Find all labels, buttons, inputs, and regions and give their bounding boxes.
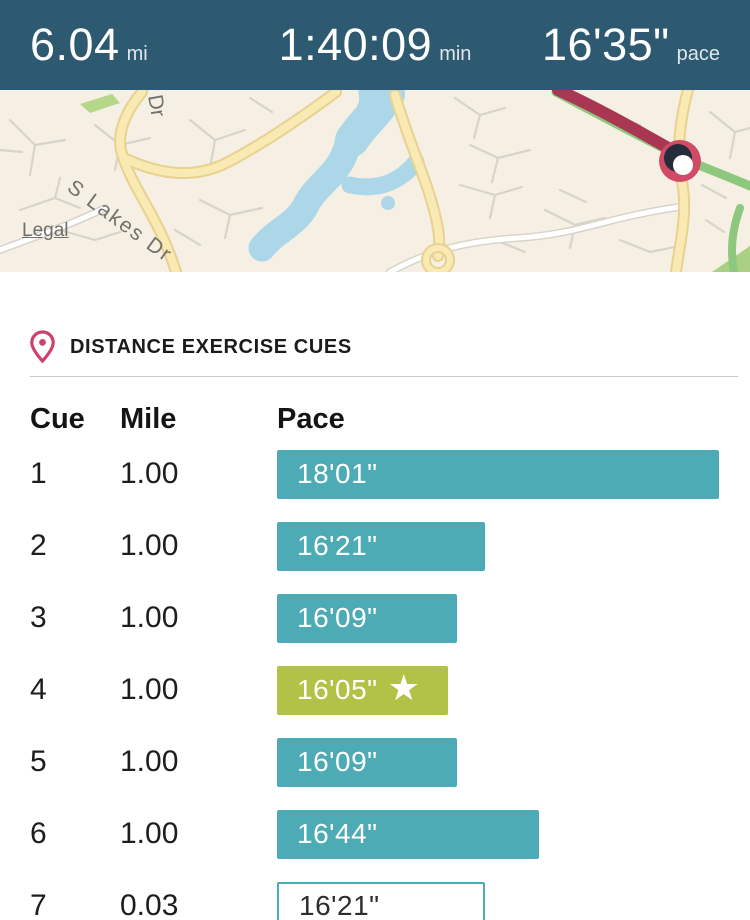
pace-bar-value: 16'44" <box>297 818 378 849</box>
mile-value: 1.00 <box>120 601 179 634</box>
route-map[interactable]: S Lakes Dr Dr Legal <box>0 90 750 272</box>
pace-bar-value: 16'09" <box>297 746 378 777</box>
cue-row: 4 1.00 16'05" ★ <box>30 654 738 726</box>
pace-bar: 16'09" ★ <box>277 593 457 643</box>
cue-number: 1 <box>30 457 47 490</box>
pace-bar-value: 16'21" <box>297 530 378 561</box>
mile-value: 1.00 <box>120 817 179 850</box>
pace-bar-partial-split: 16'21" ★ <box>277 881 485 920</box>
cue-number: 3 <box>30 601 47 634</box>
pace-bar-value: 16'21" <box>299 890 380 920</box>
pace-bar-value: 18'01" <box>297 458 378 489</box>
cues-table-header: Cue Mile Pace <box>30 403 738 436</box>
map-canvas: S Lakes Dr Dr <box>0 90 750 272</box>
legal-link[interactable]: Legal <box>22 220 69 241</box>
pace-value: 16'35" <box>541 19 670 70</box>
mile-value: 0.03 <box>120 889 179 920</box>
pace-bar: 18'01" ★ <box>277 449 719 499</box>
route-end-marker <box>659 140 701 182</box>
column-header-mile: Mile <box>120 403 177 435</box>
map-water <box>248 90 425 262</box>
cue-row: 3 1.00 16'09" ★ <box>30 582 738 654</box>
pace-bar: 16'44" ★ <box>277 809 539 859</box>
cue-row: 1 1.00 18'01" ★ <box>30 438 738 510</box>
cue-number: 2 <box>30 529 47 562</box>
column-header-pace: Pace <box>277 403 345 435</box>
duration-value: 1:40:09 <box>278 19 433 70</box>
duration-unit: min <box>439 43 472 65</box>
pace-unit: pace <box>676 43 720 65</box>
distance-unit: mi <box>126 43 148 65</box>
cue-number: 7 <box>30 889 47 920</box>
stat-duration: 1:40:09 min <box>279 19 472 71</box>
map-yellow-roads <box>114 90 694 272</box>
pace-bar: 16'09" ★ <box>277 737 457 787</box>
cues-section-title: DISTANCE EXERCISE CUES <box>70 335 352 358</box>
pace-bar-value: 16'09" <box>297 602 378 633</box>
column-header-cue: Cue <box>30 403 85 435</box>
cue-row: 7 0.03 16'21" ★ <box>30 870 738 920</box>
distance-cues-section: DISTANCE EXERCISE CUES Cue Mile Pace 1 1… <box>0 330 750 920</box>
pace-bar-best-split: 16'05" ★ <box>277 665 448 715</box>
stat-distance: 6.04 mi <box>30 19 246 71</box>
mile-value: 1.00 <box>120 745 179 778</box>
activity-summary-header: 6.04 mi 1:40:09 min 16'35" pace <box>0 0 750 90</box>
stat-pace: 16'35" pace <box>542 19 720 71</box>
pace-bar: 16'21" ★ <box>277 521 485 571</box>
mile-value: 1.00 <box>120 529 179 562</box>
cue-number: 6 <box>30 817 47 850</box>
road-label-dr: Dr <box>143 93 170 119</box>
mile-value: 1.00 <box>120 457 179 490</box>
map-pin-icon <box>30 330 55 364</box>
cue-row: 2 1.00 16'21" ★ <box>30 510 738 582</box>
cue-number: 4 <box>30 673 47 706</box>
pace-bar-value: 16'05" <box>297 674 378 705</box>
cue-row: 5 1.00 16'09" ★ <box>30 726 738 798</box>
distance-value: 6.04 <box>30 19 120 70</box>
cue-number: 5 <box>30 745 47 778</box>
cues-table-body: 1 1.00 18'01" ★ 2 1.00 16'21" ★ 3 1.00 <box>30 438 738 920</box>
cue-row: 6 1.00 16'44" ★ <box>30 798 738 870</box>
best-split-star-icon: ★ <box>387 668 420 709</box>
section-divider <box>30 376 738 377</box>
cues-title-row: DISTANCE EXERCISE CUES <box>30 330 738 364</box>
mile-value: 1.00 <box>120 673 179 706</box>
